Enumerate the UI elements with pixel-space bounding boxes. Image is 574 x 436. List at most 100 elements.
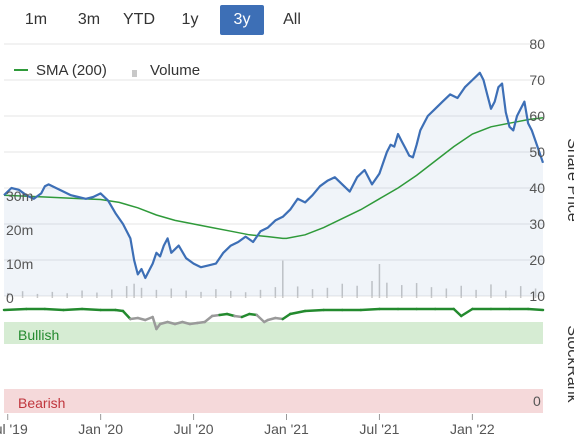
stockrank-segment xyxy=(121,309,132,321)
stockrank-segment xyxy=(129,316,140,321)
stockrank-segment xyxy=(452,307,463,318)
volume-bar xyxy=(475,289,477,298)
stockrank-segment xyxy=(151,315,158,331)
stockrank-segment xyxy=(43,307,65,312)
volume-bar xyxy=(133,283,135,298)
volume-bar xyxy=(66,293,68,298)
volume-axis-ticks: 0 10m 20m 30m xyxy=(6,188,33,306)
stockrank-segment xyxy=(359,307,381,312)
volume-bar xyxy=(371,281,373,298)
volume-tick-label: 20m xyxy=(6,222,33,238)
stockrank-segment xyxy=(144,315,154,322)
x-tick-label: Jan '20 xyxy=(78,421,123,436)
volume-bar xyxy=(415,283,418,298)
volume-bar xyxy=(200,291,202,298)
volume-tick-label: 30m xyxy=(6,188,33,204)
stockrank-segment xyxy=(203,314,214,324)
bullish-band xyxy=(4,322,543,344)
price-tick-label: 60 xyxy=(529,108,545,124)
stockrank-segment xyxy=(240,312,251,319)
chart-legend: SMA (200) Volume xyxy=(14,62,200,79)
share-price-line xyxy=(3,71,545,280)
range-button-ytd[interactable]: YTD xyxy=(123,11,155,28)
volume-bar xyxy=(125,286,128,298)
x-tick-label: Jul '20 xyxy=(174,421,214,436)
volume-bar xyxy=(81,290,83,298)
stockrank-segment xyxy=(173,320,184,326)
volume-bar xyxy=(534,288,537,298)
stockrank-axis-title: StockRank xyxy=(564,325,574,403)
range-selector: 1m 3m YTD 1y 3y All xyxy=(0,5,320,35)
volume-bar xyxy=(356,285,358,298)
volume-bar xyxy=(296,286,299,298)
volume-bar xyxy=(341,283,344,298)
volume-bar xyxy=(51,291,54,298)
volume-bar xyxy=(170,288,173,298)
price-tick-label: 30 xyxy=(529,216,545,232)
volume-bar xyxy=(490,284,492,298)
price-area-fill xyxy=(4,72,543,296)
range-button-3m[interactable]: 3m xyxy=(77,11,101,28)
price-tick-label: 70 xyxy=(529,72,545,88)
stockrank-segment xyxy=(181,320,192,326)
volume-bar xyxy=(378,264,381,298)
stockrank-segment xyxy=(158,320,169,326)
volume-bar xyxy=(96,292,98,298)
volume-bar xyxy=(259,289,262,298)
stockrank-line xyxy=(2,307,545,331)
volume-bar xyxy=(311,289,314,298)
price-tick-label: 10 xyxy=(529,288,545,304)
x-tick-label: Jan '21 xyxy=(264,421,309,436)
price-tick-label: 20 xyxy=(529,252,545,268)
volume-bar xyxy=(505,290,507,298)
price-axis-ticks: 10 20 30 40 50 60 70 80 xyxy=(529,36,545,304)
stockrank-segment xyxy=(136,316,147,322)
volume-bar xyxy=(445,288,448,298)
volume-bar xyxy=(460,285,462,298)
volume-bar xyxy=(155,289,158,298)
x-tick-label: Jul '21 xyxy=(359,421,399,436)
stockrank-segment xyxy=(2,307,28,312)
stockrank-segment xyxy=(80,307,102,312)
price-gridlines xyxy=(4,43,543,297)
stockrank-segment xyxy=(166,320,177,326)
price-tick-label: 40 xyxy=(529,180,545,196)
volume-bar xyxy=(140,287,143,298)
volume-bar xyxy=(111,289,113,298)
price-tick-label: 80 xyxy=(529,36,545,52)
volume-bar xyxy=(230,290,232,298)
stockrank-segment xyxy=(255,313,266,324)
x-tick-label: Jul '19 xyxy=(0,421,28,436)
volume-bar xyxy=(185,290,187,298)
stockrank-segment xyxy=(303,308,325,313)
stockrank-segment xyxy=(225,312,236,318)
volume-bar xyxy=(244,292,247,298)
bearish-label: Bearish xyxy=(18,395,65,411)
stockrank-segment xyxy=(459,307,474,318)
range-button-3y[interactable]: 3y xyxy=(220,5,264,35)
bearish-band xyxy=(4,389,543,413)
price-axis-title: Share Price xyxy=(564,138,574,222)
stockrank-axis-tick: 0 xyxy=(533,393,541,409)
x-tick-label: Jan '22 xyxy=(450,421,495,436)
legend-sma-label: SMA (200) xyxy=(36,62,107,79)
range-button-1m[interactable]: 1m xyxy=(24,11,48,28)
volume-tick-label: 10m xyxy=(6,256,33,272)
volume-bars xyxy=(6,260,537,298)
bullish-label: Bullish xyxy=(18,327,59,343)
volume-bar xyxy=(386,282,388,298)
range-button-1y[interactable]: 1y xyxy=(181,11,199,28)
price-tick-label: 50 xyxy=(529,144,545,160)
volume-bar xyxy=(21,291,24,298)
stockrank-segment xyxy=(281,312,292,321)
sma-200-line xyxy=(3,117,544,240)
volume-tick-label: 0 xyxy=(6,290,14,306)
volume-bar xyxy=(430,287,433,298)
stockrank-segment xyxy=(288,309,307,316)
volume-bar xyxy=(274,287,277,298)
volume-bar xyxy=(400,285,403,298)
range-button-all[interactable]: All xyxy=(283,11,301,28)
x-axis-ticks: Jul '19 Jan '20 Jul '20 Jan '21 Jul '21 Jan '… xyxy=(0,414,495,436)
stockrank-segment xyxy=(62,307,84,312)
